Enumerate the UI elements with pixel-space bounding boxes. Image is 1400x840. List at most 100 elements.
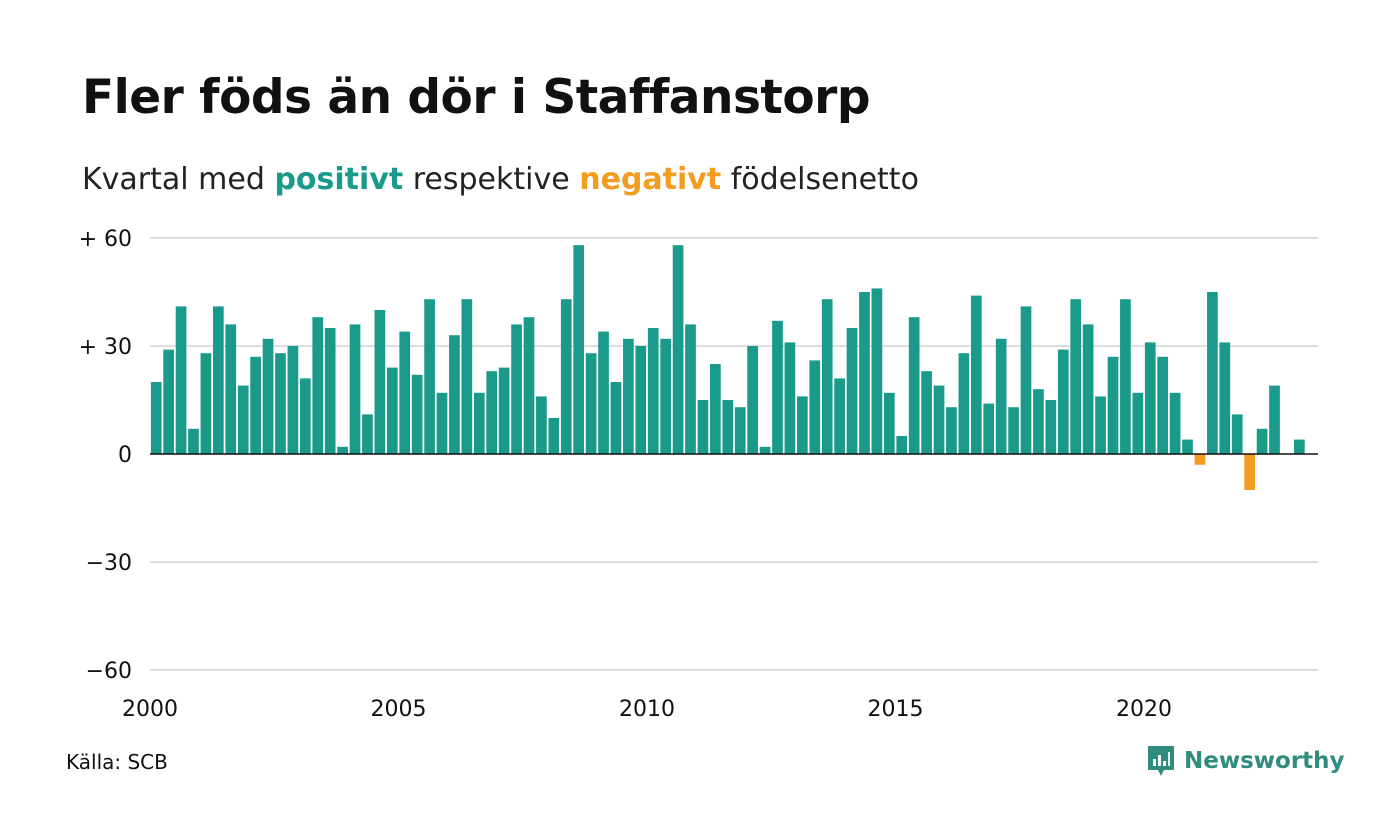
- bar: [1294, 439, 1305, 454]
- bar: [188, 428, 199, 454]
- bar: [834, 378, 845, 454]
- bar: [598, 331, 609, 454]
- bar: [150, 382, 162, 454]
- bar: [759, 446, 771, 454]
- bar: [212, 306, 224, 454]
- bar: [908, 317, 920, 454]
- bar: [436, 392, 448, 454]
- bar: [237, 385, 249, 454]
- bar: [859, 292, 870, 454]
- bar: [250, 356, 261, 454]
- bar: [573, 245, 585, 454]
- bar: [921, 371, 932, 454]
- bar: [734, 407, 746, 454]
- bar: [585, 353, 597, 454]
- x-tick-label: 2015: [868, 697, 924, 722]
- bar: [1008, 407, 1019, 454]
- bar: [1169, 392, 1181, 454]
- bar: [722, 400, 734, 454]
- bar: [1045, 400, 1057, 454]
- bar: [461, 299, 473, 454]
- bar: [299, 378, 311, 454]
- bar: [995, 338, 1007, 454]
- bar: [1256, 428, 1268, 454]
- bar: [486, 371, 498, 454]
- bar: [883, 392, 895, 454]
- bar: [1207, 292, 1218, 454]
- bar: [1107, 356, 1119, 454]
- bar: [399, 331, 411, 454]
- bar: [312, 317, 324, 454]
- bar: [1231, 414, 1243, 454]
- bar: [175, 306, 187, 454]
- bar: [536, 396, 547, 454]
- bar: [511, 324, 522, 454]
- bar: [747, 346, 758, 454]
- y-tick-label: −60: [86, 659, 132, 684]
- bar: [1269, 385, 1280, 454]
- bar: [287, 346, 299, 454]
- bar: [660, 338, 672, 454]
- bar: [784, 342, 796, 454]
- y-tick-label: −30: [86, 551, 132, 576]
- bar: [1082, 324, 1094, 454]
- bar: [349, 324, 361, 454]
- bar: [772, 320, 783, 454]
- x-tick-label: 2000: [122, 697, 178, 722]
- subtitle-middle: respektive: [412, 162, 570, 197]
- bar: [672, 245, 684, 454]
- bar: [1120, 299, 1131, 454]
- bar: [262, 338, 274, 454]
- x-tick-label: 2010: [619, 697, 675, 722]
- bar: [1244, 454, 1256, 490]
- source-note: Källa: SCB: [66, 750, 168, 774]
- bar: [1182, 439, 1193, 454]
- bar: [635, 346, 647, 454]
- x-tick-label: 2005: [371, 697, 427, 722]
- bar: [846, 328, 858, 454]
- bar: [623, 338, 634, 454]
- bar: [374, 310, 386, 454]
- bar: [1070, 299, 1082, 454]
- bar: [523, 317, 535, 454]
- bar: [337, 446, 348, 454]
- subtitle-suffix: födelsenetto: [730, 162, 919, 197]
- subtitle-negative: negativt: [579, 162, 722, 197]
- bar: [1157, 356, 1169, 454]
- chart-subtitle: Kvartal med positivt respektive negativt…: [82, 162, 919, 197]
- subtitle-positive: positivt: [274, 162, 404, 197]
- bar: [560, 299, 572, 454]
- x-tick-label: 2020: [1116, 697, 1172, 722]
- bar: [933, 385, 945, 454]
- bar: [697, 400, 709, 454]
- bar: [1033, 389, 1044, 454]
- y-tick-label: 0: [118, 443, 132, 468]
- newsworthy-logo-icon: [1148, 746, 1174, 776]
- bar: [1057, 349, 1069, 454]
- bar: [983, 403, 995, 454]
- bar: [386, 367, 398, 454]
- bar: [225, 324, 237, 454]
- bar: [1095, 396, 1106, 454]
- bar: [809, 360, 821, 454]
- bar: [424, 299, 435, 454]
- bar: [275, 353, 286, 454]
- bar: [449, 335, 460, 454]
- bar: [548, 418, 560, 454]
- bar: [958, 353, 970, 454]
- bar: [200, 353, 212, 454]
- bar: [498, 367, 510, 454]
- bar: [362, 414, 373, 454]
- bar: [821, 299, 833, 454]
- newsworthy-logo: Newsworthy: [1146, 744, 1345, 778]
- bar: [163, 349, 174, 454]
- bar: [970, 295, 982, 454]
- bar: [871, 288, 883, 454]
- bar: [324, 328, 336, 454]
- bar: [685, 324, 696, 454]
- bar: [896, 436, 908, 454]
- bar: [1020, 306, 1032, 454]
- y-tick-label: + 30: [79, 335, 132, 360]
- subtitle-prefix: Kvartal med: [82, 162, 265, 197]
